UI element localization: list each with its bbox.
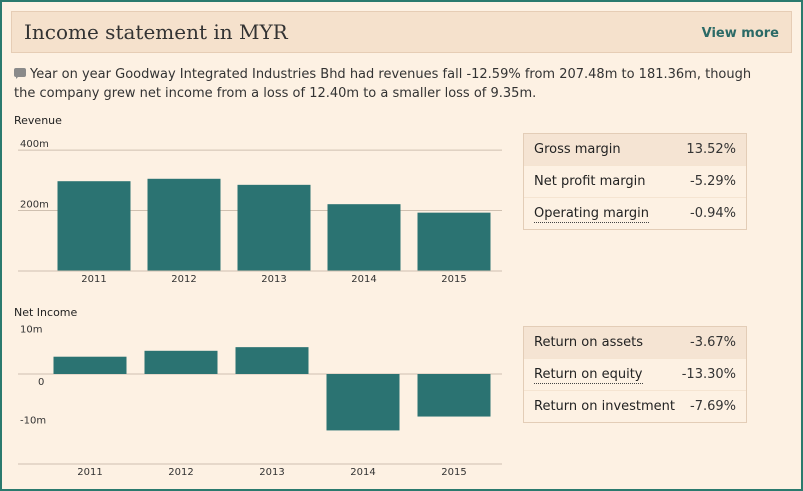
y-tick-label: -10m (20, 416, 46, 427)
page-title: Income statement in MYR (24, 20, 288, 44)
y-tick-label: 200m (20, 200, 49, 211)
ratio-label: Gross margin (534, 142, 621, 157)
ratio-value: 13.52% (686, 142, 736, 157)
x-tick-label: 2012 (168, 467, 193, 478)
ratio-label: Return on investment (534, 399, 676, 414)
ratio-label: Return on assets (534, 335, 643, 350)
ratio-value: -5.29% (690, 174, 736, 189)
ratio-row-return-on-investment: Return on investment -7.69% (524, 391, 746, 422)
net-income-chart: 10m 0 -10m 2011 2012 2013 2014 2015 (18, 325, 502, 478)
ratio-row-operating-margin: Operating margin -0.94% (524, 198, 746, 229)
x-tick-label: 2011 (77, 467, 102, 478)
x-tick-label: 2014 (351, 274, 376, 285)
x-tick-label: 2012 (171, 274, 196, 285)
y-tick-label: 400m (20, 139, 49, 150)
bar-2012 (144, 350, 218, 374)
operating-margin-link[interactable]: Operating margin (534, 206, 649, 223)
comment-icon (14, 68, 26, 79)
bar-2011 (53, 356, 127, 374)
return-ratios-box: Return on assets -3.67% Return on equity… (523, 326, 747, 423)
summary-sentence: Year on year Goodway Integrated Industri… (14, 67, 752, 101)
bar-2015 (417, 374, 491, 417)
x-tick-label: 2014 (350, 467, 375, 478)
x-tick-label: 2013 (259, 467, 284, 478)
return-on-equity-link[interactable]: Return on equity (534, 367, 643, 384)
margin-ratios-box: Gross margin 13.52% Net profit margin -5… (523, 133, 747, 230)
ratio-value: -3.67% (690, 335, 736, 350)
y-tick-label: 0 (38, 377, 44, 388)
bar-2013 (237, 184, 311, 271)
ratio-value: -13.30% (681, 367, 736, 382)
ratio-row-return-on-assets: Return on assets -3.67% (524, 327, 746, 359)
ratio-row-net-profit-margin: Net profit margin -5.29% (524, 166, 746, 198)
x-tick-label: 2015 (441, 274, 466, 285)
bar-2011 (57, 181, 131, 271)
revenue-chart-title: Revenue (14, 114, 62, 127)
bar-2012 (147, 178, 221, 271)
bar-2015 (417, 212, 491, 271)
y-tick-label: 10m (20, 325, 42, 336)
panel-header: Income statement in MYR View more (11, 11, 792, 53)
net-income-chart-title: Net Income (14, 306, 78, 319)
x-tick-label: 2015 (441, 467, 466, 478)
ratio-value: -7.69% (690, 399, 736, 414)
ratio-label: Net profit margin (534, 174, 646, 189)
x-tick-label: 2011 (81, 274, 106, 285)
x-tick-label: 2013 (261, 274, 286, 285)
ratio-row-return-on-equity: Return on equity -13.30% (524, 359, 746, 391)
view-more-link[interactable]: View more (701, 26, 779, 41)
revenue-chart: 400m 200m 2011 2012 2013 2014 2015 (18, 139, 502, 285)
bar-2014 (327, 204, 401, 271)
summary-text: Year on year Goodway Integrated Industri… (14, 65, 754, 103)
ratio-value: -0.94% (690, 206, 736, 221)
bar-2013 (235, 347, 309, 374)
bar-2014 (326, 374, 400, 431)
ratio-row-gross-margin: Gross margin 13.52% (524, 134, 746, 166)
